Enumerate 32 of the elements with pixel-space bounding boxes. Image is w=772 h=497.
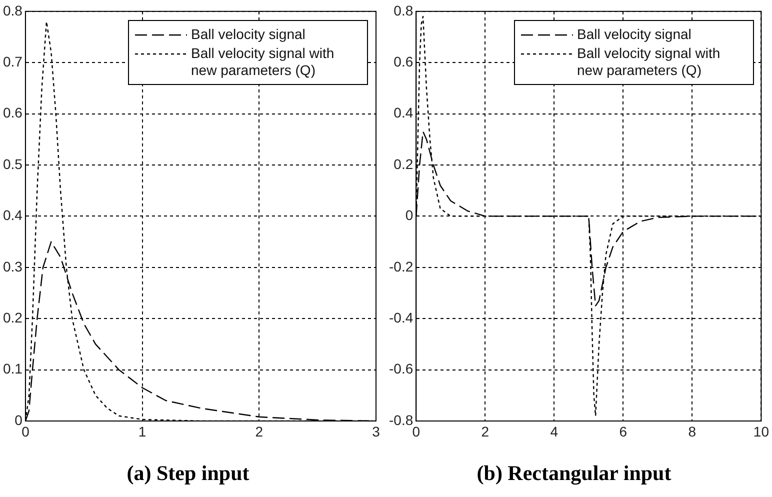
text: (a) Step input <box>126 460 250 485</box>
y-tick-label: 0 <box>14 412 23 428</box>
x-tick-label: 3 <box>372 423 380 440</box>
x-tick-label: 2 <box>255 423 264 440</box>
legend-label: Ball velocity signal with new parameters (Q) <box>577 45 722 79</box>
y-tick-label: 0.8 <box>2 2 23 18</box>
y-tick-label: 0.1 <box>2 360 23 377</box>
x-tick-label: 8 <box>688 423 696 440</box>
y-tick-label: -0.4 <box>389 309 414 326</box>
x-tick-label: 1 <box>138 423 146 440</box>
y-tick-label: 0.4 <box>394 104 414 121</box>
y-tick-label: 0.6 <box>394 53 414 70</box>
y-tick-label: 0.2 <box>394 156 414 172</box>
y-tick-label: -0.6 <box>389 360 414 377</box>
y-tick-label: 0.4 <box>2 207 23 224</box>
y-tick-label: 0.6 <box>2 104 23 121</box>
legend-label: Ball velocity signal with new parameters (Q) <box>191 45 336 79</box>
y-tick-label: 0.2 <box>2 309 23 326</box>
x-tick-label: 2 <box>481 423 490 440</box>
y-tick-label: 0 <box>405 207 414 224</box>
legend-label: Ball velocity signal <box>191 26 306 43</box>
x-tick-label: 4 <box>550 423 558 440</box>
y-tick-label: 0.8 <box>394 2 414 18</box>
y-tick-label: -0.8 <box>389 412 414 428</box>
y-tick-label: -0.2 <box>389 258 414 274</box>
x-tick-label: 6 <box>619 423 628 440</box>
legend-label: Ball velocity signal <box>577 26 692 43</box>
y-tick-label: 0.7 <box>2 53 23 70</box>
x-tick-label: 10 <box>753 423 770 440</box>
y-tick-label: 0.5 <box>2 156 23 172</box>
text: (b) Rectangular input <box>476 460 672 485</box>
y-tick-label: 0.3 <box>2 258 23 274</box>
